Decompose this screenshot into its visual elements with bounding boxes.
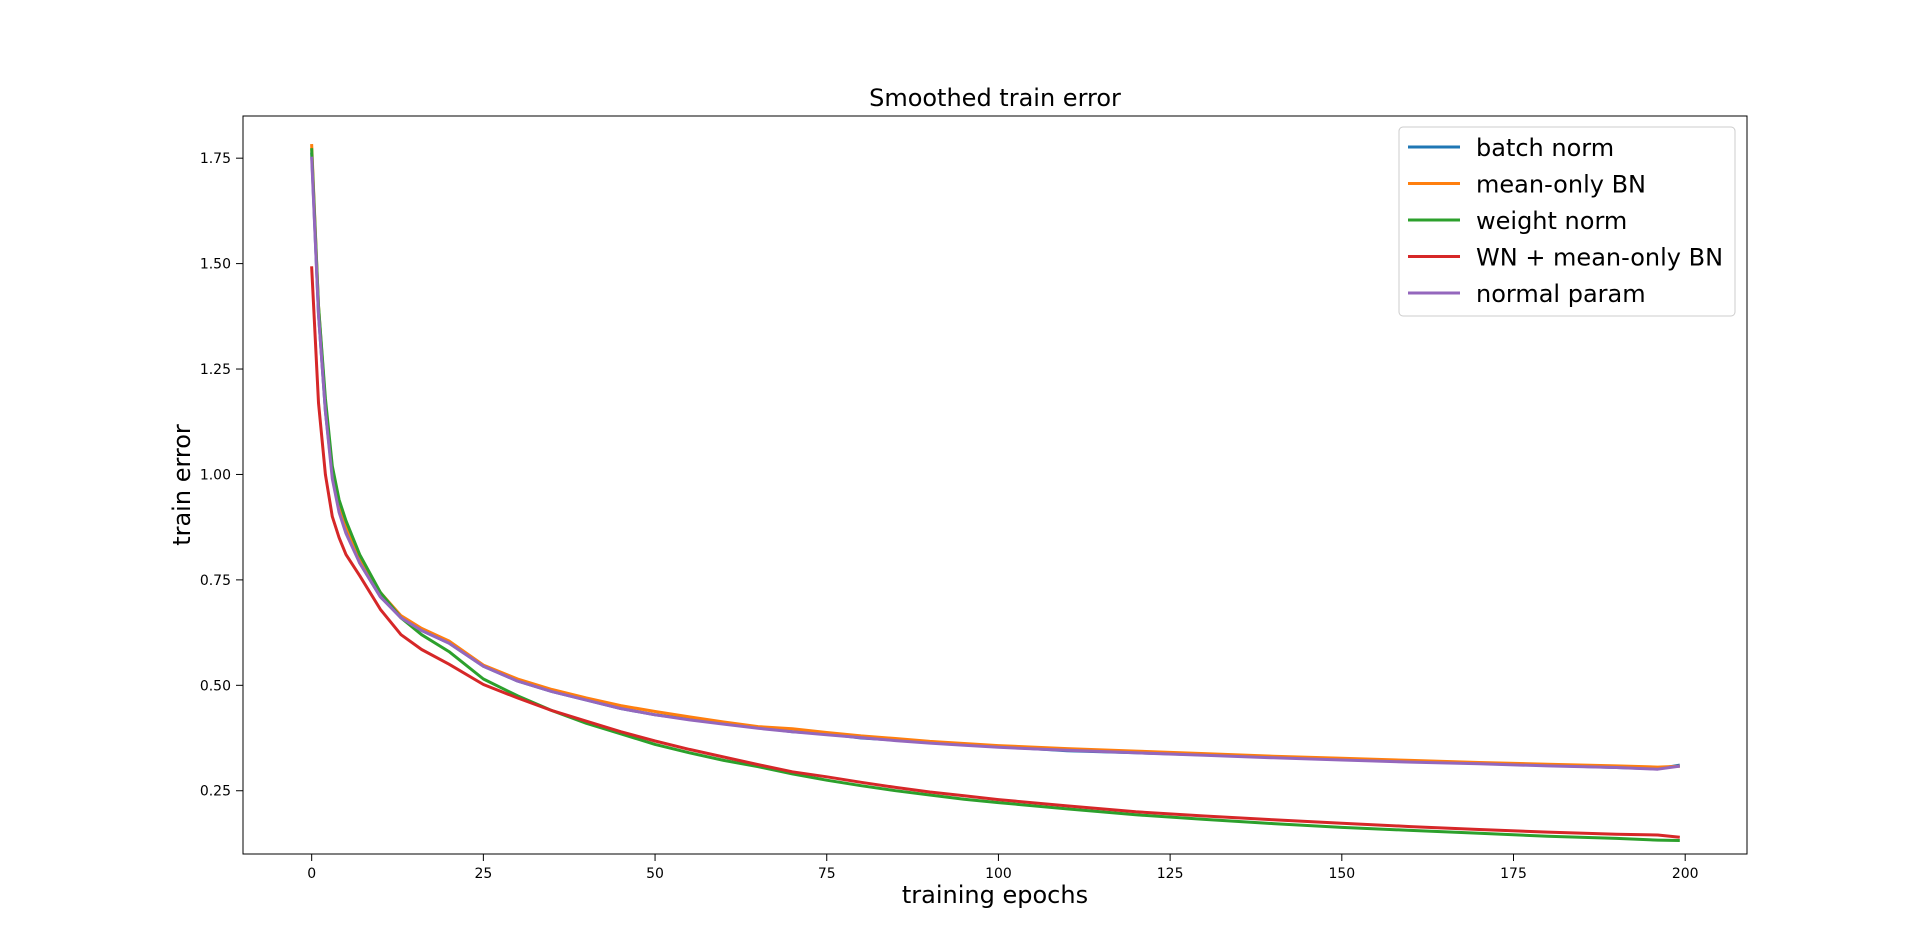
legend-label-2: weight norm xyxy=(1476,207,1627,235)
y-tick-label-0: 0.25 xyxy=(200,784,231,800)
y-tick-label-6: 1.75 xyxy=(200,151,231,167)
x-tick-label-2: 50 xyxy=(646,866,664,882)
x-tick-label-3: 75 xyxy=(818,866,836,882)
x-tick-label-4: 100 xyxy=(985,866,1012,882)
legend-label-3: WN + mean-only BN xyxy=(1476,244,1723,272)
legend-label-0: batch norm xyxy=(1476,134,1614,162)
series-lines xyxy=(310,143,1681,843)
x-tick-label-8: 200 xyxy=(1672,866,1699,882)
plot-frame xyxy=(242,115,1748,855)
legend-label-1: mean-only BN xyxy=(1476,171,1646,199)
series-line-1 xyxy=(310,143,1680,769)
chart-title: Smoothed train error xyxy=(869,84,1121,112)
y-tick-label-5: 1.50 xyxy=(200,257,231,273)
series-line-4 xyxy=(310,156,1680,771)
plot-area xyxy=(242,115,1748,855)
legend-box xyxy=(1398,126,1736,317)
y-axis-title: train error xyxy=(168,424,196,546)
legend: batch norm mean-only BN weight norm WN + me… xyxy=(1398,126,1736,317)
y-tick-label-2: 0.75 xyxy=(200,573,231,589)
x-axis-title: training epochs xyxy=(902,881,1088,909)
x-tick-label-6: 150 xyxy=(1328,866,1355,882)
y-axis-ticks: 0.25 0.50 0.75 1.00 1.25 1.50 1.75 xyxy=(200,151,243,800)
legend-label-4: normal param xyxy=(1476,280,1646,308)
x-tick-label-0: 0 xyxy=(307,866,316,882)
x-tick-label-5: 125 xyxy=(1157,866,1184,882)
y-tick-label-3: 1.00 xyxy=(200,467,231,483)
y-tick-label-4: 1.25 xyxy=(200,362,231,378)
x-tick-label-7: 175 xyxy=(1500,866,1527,882)
series-line-2 xyxy=(310,148,1680,843)
x-tick-label-1: 25 xyxy=(474,866,492,882)
series-line-3 xyxy=(310,266,1680,839)
x-axis-ticks: 0 25 50 75 100 125 150 175 200 xyxy=(307,854,1699,882)
y-tick-label-1: 0.50 xyxy=(200,678,231,694)
